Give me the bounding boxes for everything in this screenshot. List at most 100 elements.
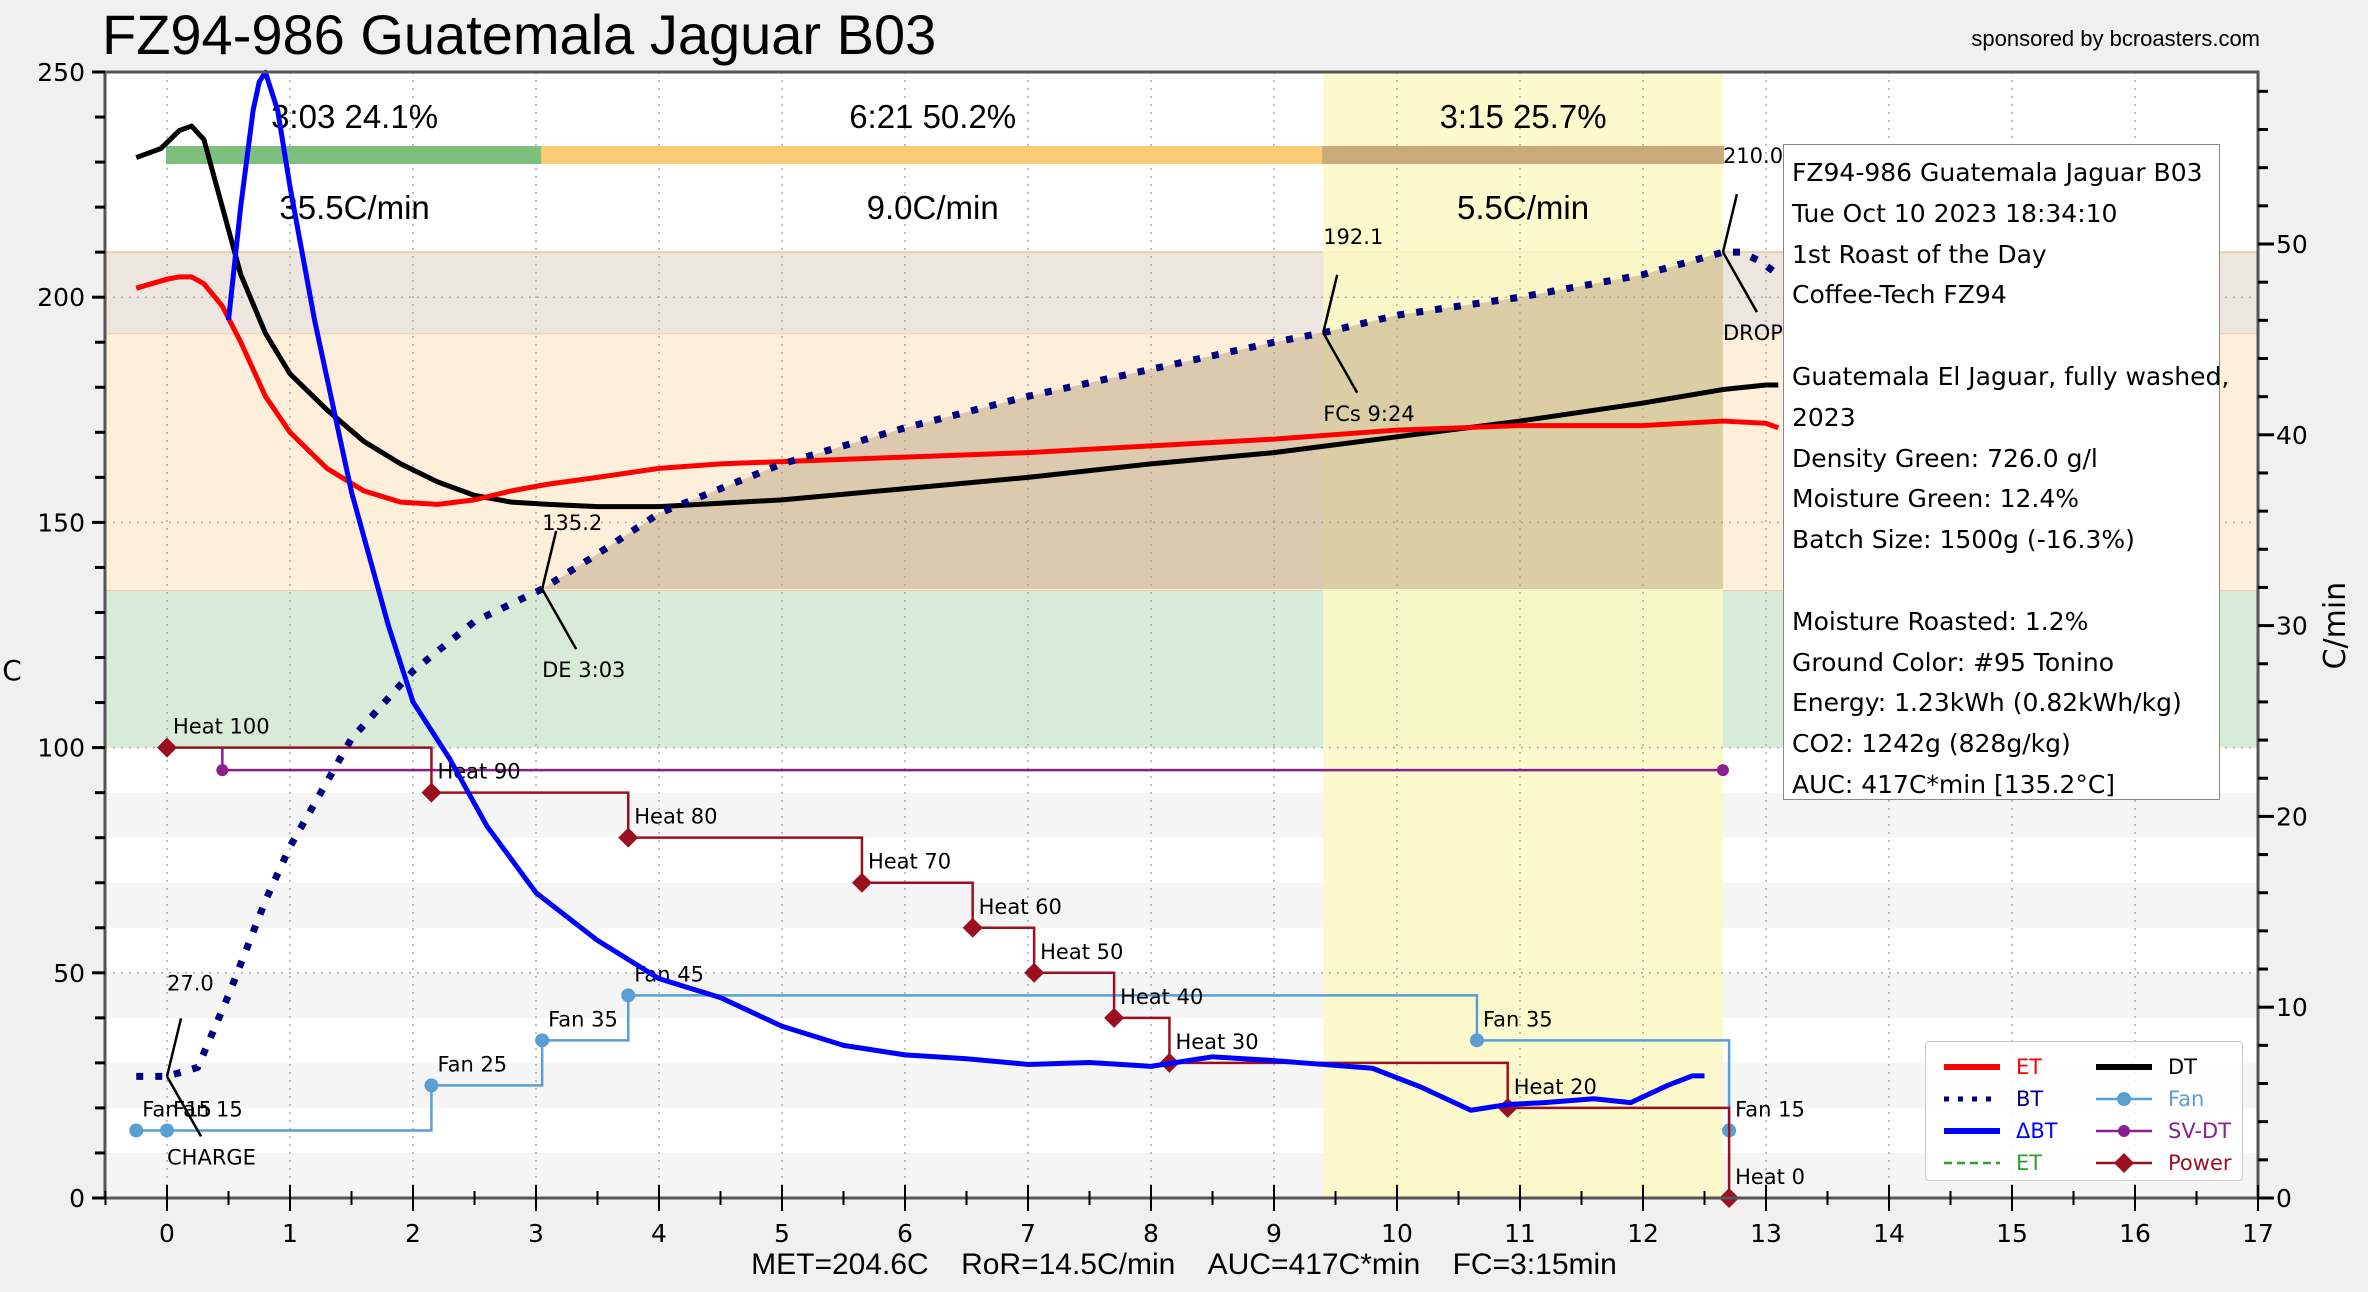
fan-marker	[1469, 1033, 1484, 1048]
power-marker	[962, 917, 983, 938]
legend-item[interactable]: Power	[2094, 1146, 2232, 1180]
info-line: AUC: 417C*min [135.2°C]	[1792, 769, 2116, 799]
power-series-line	[167, 746, 1731, 1198]
fan-step-label: Fan 15	[173, 1097, 243, 1121]
info-line: Batch Size: 1500g (-16.3%)	[1792, 525, 2135, 555]
legend-symbol	[2096, 1092, 2152, 1106]
chart-title: FZ94-986 Guatemala Jaguar B03	[102, 3, 937, 66]
annotation-value: 192.1	[1323, 225, 1383, 249]
x-tick-label: 1	[282, 1219, 298, 1248]
et-curve	[135, 274, 1780, 507]
axes-frame	[103, 70, 2260, 1200]
legend-item[interactable]: SV-DT	[2094, 1114, 2231, 1148]
x-tick-label: 8	[1143, 1219, 1159, 1248]
power-step-label: Heat 0	[1735, 1165, 1805, 1189]
fan-step-label: Fan 15	[1735, 1097, 1805, 1121]
fan-step-label: Fan 35	[1483, 1007, 1553, 1031]
y2-tick-label: 50	[2276, 230, 2308, 259]
legend-symbol	[2096, 1125, 2152, 1137]
legend-item[interactable]: ΔBT	[1942, 1114, 2058, 1148]
y-tick-label: 200	[37, 283, 85, 312]
x-tick-label: 4	[651, 1219, 667, 1248]
legend-symbol	[1944, 1064, 2000, 1070]
power-step-label: Heat 20	[1514, 1075, 1597, 1099]
x-tick-label: 17	[2242, 1219, 2274, 1248]
info-line	[1792, 561, 2211, 602]
power-step-label: Heat 30	[1175, 1030, 1258, 1054]
legend-item[interactable]: DT	[2094, 1050, 2197, 1084]
info-line: 1st Roast of the Day	[1792, 239, 2047, 269]
power-marker	[851, 872, 872, 893]
fan-step-label: Fan 35	[548, 1007, 618, 1031]
legend-label: BT	[2016, 1087, 2044, 1111]
annotation-leader	[541, 588, 578, 650]
info-line: Moisture Green: 12.4%	[1792, 484, 2080, 514]
met-stat: MET=204.6C	[751, 1248, 929, 1281]
y-axis-label: C	[2, 654, 22, 687]
x-tick-label: 13	[1750, 1219, 1782, 1248]
info-line: FZ94-986 Guatemala Jaguar B03	[1792, 158, 2203, 187]
phase-bars: 3:03 24.1% 35.5C/min 6:21 50.2% 9.0C/min 3:1…	[166, 98, 1724, 226]
phase-duration-label: 3:15 25.7%	[1440, 98, 1607, 135]
info-line	[1792, 316, 2211, 357]
annotation-leader	[540, 530, 558, 590]
info-line: Tue Oct 10 2023 18:34:10	[1792, 198, 2118, 228]
legend-label: SV-DT	[2168, 1119, 2232, 1143]
stripe	[105, 792, 2258, 838]
fan-step-label: Fan 15	[142, 1097, 212, 1121]
annotation-event: FCs 9:24	[1323, 402, 1415, 426]
phase-ror-label: 5.5C/min	[1457, 189, 1589, 226]
annotation-leader	[1321, 274, 1339, 334]
fan-marker	[129, 1123, 144, 1138]
annotation-event: DROP	[1723, 321, 1783, 345]
axes: 0 1 2 3 4 5 6 7 8 9 10 11 12 13 14 15 16 1705010015020025…	[2, 58, 2353, 1248]
fan-marker	[424, 1078, 439, 1093]
ror-stat: RoR=14.5C/min	[961, 1248, 1176, 1281]
x-tick-label: 11	[1504, 1219, 1536, 1248]
power-step-label: Heat 60	[979, 895, 1062, 919]
fan-series-line	[136, 994, 1731, 1132]
legend-item[interactable]: ET	[1942, 1050, 2042, 1084]
power-marker	[1104, 1007, 1125, 1028]
legend-label: ET	[2016, 1055, 2043, 1079]
auc-area	[542, 252, 1723, 590]
fc-stat: FC=3:15min	[1452, 1248, 1617, 1281]
legend-label: Fan	[2168, 1087, 2205, 1111]
legend-label: ET	[2016, 1151, 2043, 1175]
legend-item[interactable]: ET	[1942, 1146, 2042, 1180]
phase-bar	[166, 146, 544, 164]
phase-duration-label: 6:21 50.2%	[849, 98, 1016, 135]
annotation-leader	[1721, 193, 1739, 253]
info-line: Density Green: 726.0 g/l	[1792, 443, 2098, 473]
legend-item[interactable]: BT	[1942, 1082, 2043, 1116]
annotation-event: DE 3:03	[542, 658, 625, 682]
development-highlight	[1323, 72, 1723, 1198]
info-line: 2023	[1792, 402, 1856, 432]
info-line: Guatemala El Jaguar, fully washed,	[1792, 361, 2230, 391]
power-marker	[1024, 962, 1045, 983]
info-line: CO2: 1242g (828g/kg)	[1792, 729, 2071, 759]
sv-dt-marker	[1716, 764, 1729, 777]
legend-symbol	[1944, 1128, 2000, 1134]
y2-tick-label: 0	[2276, 1184, 2292, 1213]
legend-item[interactable]: Fan	[2094, 1082, 2204, 1116]
x-tick-label: 15	[1996, 1219, 2028, 1248]
info-line: Energy: 1.23kWh (0.82kWh/kg)	[1792, 688, 2182, 718]
power-marker	[618, 827, 639, 848]
footer-stats: MET=204.6C RoR=14.5C/min AUC=417C*min FC…	[0, 1248, 2368, 1282]
power-marker	[421, 782, 442, 803]
auc-stat: AUC=417C*min	[1207, 1248, 1421, 1281]
power-step-label: Heat 70	[868, 850, 951, 874]
y2-tick-label: 30	[2276, 612, 2308, 641]
x-tick-label: 5	[774, 1219, 790, 1248]
phase-bar	[1322, 146, 1724, 164]
fan-marker	[621, 988, 636, 1003]
sponsor-text: sponsored by bcroasters.com	[1971, 26, 2260, 51]
fan-step-label: Fan 25	[437, 1052, 507, 1076]
dt-curve	[135, 123, 1779, 510]
x-tick-label: 14	[1873, 1219, 1905, 1248]
power-step-label: Heat 50	[1040, 940, 1123, 964]
annotation-leader	[165, 1018, 183, 1077]
sv-dt-marker	[216, 764, 229, 777]
